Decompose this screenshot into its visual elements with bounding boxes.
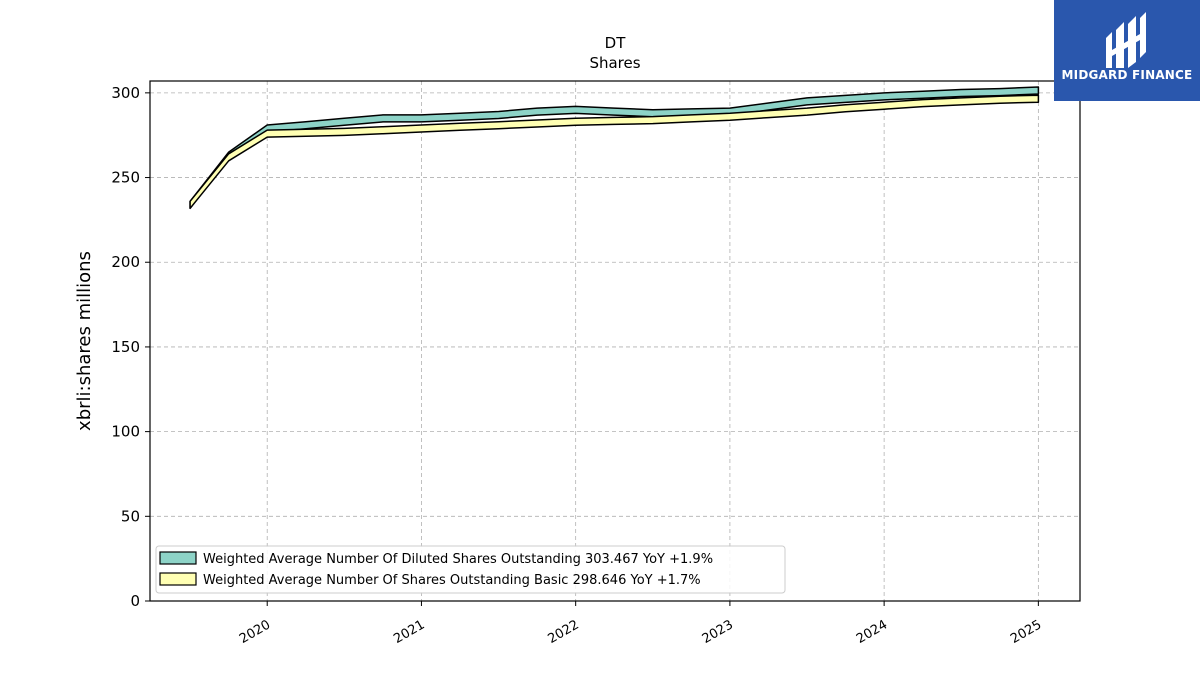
x-tick-label: 2020 <box>237 617 273 647</box>
y-tick-label: 250 <box>111 169 140 187</box>
legend: Weighted Average Number Of Diluted Share… <box>155 545 786 594</box>
brand-logo-text: MIDGARD FINANCE <box>1061 68 1193 82</box>
y-tick-label: 100 <box>111 423 140 441</box>
legend-label-basic: Weighted Average Number Of Shares Outsta… <box>203 573 701 588</box>
y-tick-label: 150 <box>111 338 140 356</box>
y-tick-label: 50 <box>121 507 140 525</box>
legend-swatch-diluted <box>159 551 197 565</box>
grid <box>150 81 1080 602</box>
x-axis: 2020 2021 2022 2023 2024 2025 <box>237 601 1044 647</box>
x-tick-label: 2024 <box>854 617 890 647</box>
legend-label-diluted: Weighted Average Number Of Diluted Share… <box>203 552 713 567</box>
y-axis: 0 50 100 150 200 250 300 <box>111 84 150 610</box>
x-tick-label: 2021 <box>391 617 427 647</box>
x-tick-label: 2023 <box>700 617 736 647</box>
legend-box <box>155 545 786 594</box>
series-basic-band <box>189 94 1040 210</box>
midgard-logo-icon <box>1106 12 1146 68</box>
y-tick-label: 300 <box>111 84 140 102</box>
plot-frame <box>149 80 1081 602</box>
series-diluted-band <box>189 86 1040 210</box>
brand-logo: MIDGARD FINANCE <box>1054 0 1200 101</box>
series-layer <box>189 86 1040 210</box>
y-axis-label: xbrli:shares millions <box>74 251 95 431</box>
y-tick-label: 200 <box>111 253 140 271</box>
x-tick-label: 2022 <box>546 617 582 647</box>
x-tick-label: 2025 <box>1008 617 1044 647</box>
y-tick-label: 0 <box>130 592 140 610</box>
chart-title: DT <box>605 34 627 52</box>
chart-subtitle: Shares <box>589 54 640 72</box>
legend-swatch-basic <box>159 572 197 586</box>
